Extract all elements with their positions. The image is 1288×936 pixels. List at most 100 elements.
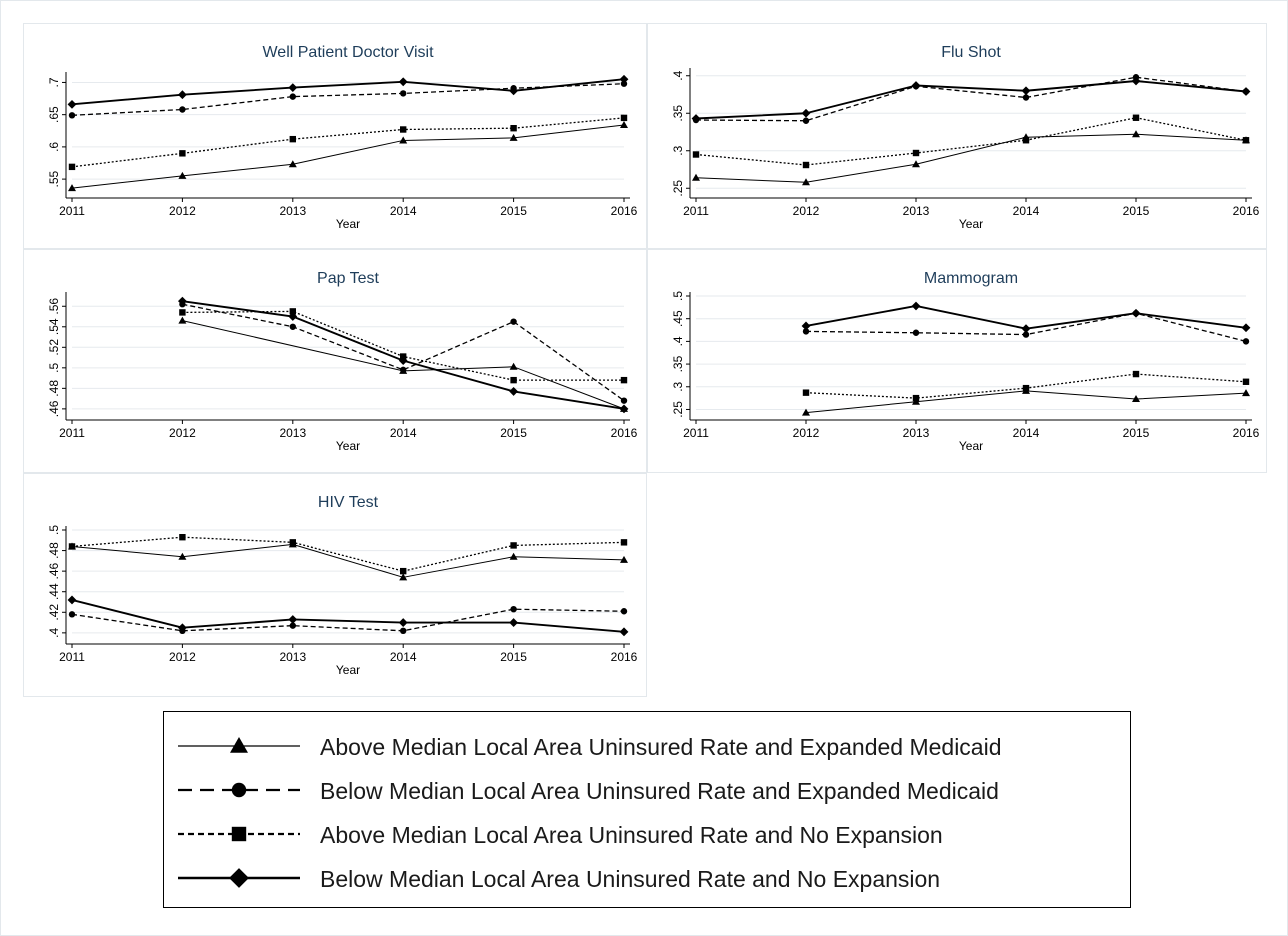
data-point-diamond <box>509 387 518 396</box>
legend: Above Median Local Area Uninsured Rate a… <box>163 711 1131 908</box>
x-tick-label: 2015 <box>1123 426 1150 440</box>
y-tick-label: .25 <box>671 180 685 197</box>
data-point-square <box>510 125 517 132</box>
series-square <box>68 534 628 575</box>
series-line <box>71 78 625 106</box>
data-point-triangle <box>230 737 248 753</box>
data-point-triangle <box>68 184 76 192</box>
data-point-triangle <box>802 408 810 416</box>
series-line <box>695 117 1247 166</box>
data-point-square <box>289 135 296 143</box>
data-point-square <box>68 543 76 550</box>
legend-label: Below Median Local Area Uninsured Rate a… <box>320 866 941 892</box>
chart-flu-shot: Flu Shot .25 .3 .35 .4 2011 2012 2013 2014 2015 20… <box>671 44 1260 231</box>
y-tick-label: .7 <box>47 77 61 87</box>
legend-label: Above Median Local Area Uninsured Rate a… <box>320 822 943 848</box>
y-tick-label: .3 <box>671 381 685 391</box>
legend-item: Below Median Local Area Uninsured Rate a… <box>164 772 1124 808</box>
x-tick-label: 2015 <box>500 650 527 664</box>
data-point-square <box>179 309 186 316</box>
series-line <box>71 117 625 168</box>
x-tick-label: 2015 <box>500 204 527 218</box>
data-point-square <box>620 376 628 384</box>
x-tick-label: 2013 <box>903 204 930 218</box>
y-tick-label: .56 <box>47 298 61 315</box>
series-line <box>695 76 1247 122</box>
chart-pap-test: Pap Test .46 .48 .5 .52 .54 .56 2011 2012 2013 201… <box>47 270 638 453</box>
series-circle <box>68 80 628 119</box>
y-tick-label: .52 <box>47 339 61 356</box>
data-point-circle <box>1242 338 1250 345</box>
legend-key-circle <box>178 782 300 798</box>
series-triangle <box>68 540 628 581</box>
series-diamond <box>67 74 629 109</box>
data-point-circle <box>510 318 517 325</box>
x-axis-title: Year <box>336 663 360 677</box>
series-line <box>71 124 625 189</box>
data-point-diamond <box>67 99 77 109</box>
y-tick-label: .35 <box>671 105 685 122</box>
data-point-square <box>68 163 76 171</box>
y-tick-label: .54 <box>47 318 61 335</box>
data-point-square <box>802 389 810 396</box>
data-point-square <box>289 539 296 546</box>
data-point-square <box>231 826 247 842</box>
data-point-diamond <box>178 90 187 100</box>
series-circle <box>68 606 628 634</box>
data-point-diamond <box>619 404 629 414</box>
y-tick-label: .46 <box>47 400 61 417</box>
data-point-circle <box>400 90 407 97</box>
data-point-diamond <box>229 868 249 888</box>
x-tick-label: 2016 <box>1233 426 1260 440</box>
data-point-triangle <box>802 178 810 186</box>
data-point-diamond <box>398 356 408 366</box>
y-tick-label: .3 <box>671 145 685 155</box>
x-tick-label: 2011 <box>683 426 709 440</box>
data-point-triangle <box>178 316 187 324</box>
data-point-circle <box>289 323 296 330</box>
data-point-diamond <box>801 108 811 118</box>
series-line <box>182 320 625 410</box>
data-point-diamond <box>1241 87 1251 96</box>
x-tick-label: 2012 <box>793 204 820 218</box>
y-tick-label: .42 <box>47 604 61 621</box>
data-point-triangle <box>509 362 518 370</box>
chart-title: Flu Shot <box>941 44 1001 61</box>
data-point-circle <box>620 397 628 404</box>
y-tick-label: .25 <box>671 401 685 418</box>
data-point-circle <box>620 80 628 87</box>
data-point-square <box>179 534 186 541</box>
data-point-circle <box>179 106 186 113</box>
data-point-diamond <box>911 301 921 311</box>
data-point-triangle <box>399 136 408 144</box>
x-tick-label: 2015 <box>500 426 527 440</box>
data-point-triangle <box>1242 389 1250 397</box>
data-point-square <box>912 394 920 402</box>
legend-label: Below Median Local Area Uninsured Rate a… <box>320 778 999 804</box>
data-point-circle <box>802 117 810 124</box>
data-point-diamond <box>288 83 298 92</box>
data-point-circle <box>1022 331 1030 338</box>
data-point-triangle <box>620 120 628 128</box>
data-point-square <box>1242 137 1250 144</box>
data-point-diamond <box>691 114 701 123</box>
y-tick-label: .48 <box>47 380 61 397</box>
data-point-diamond <box>1021 324 1031 334</box>
data-point-diamond <box>288 312 298 321</box>
series-diamond <box>691 76 1251 123</box>
data-point-square <box>802 161 810 169</box>
x-tick-label: 2013 <box>279 650 306 664</box>
data-point-circle <box>400 366 407 374</box>
y-tick-label: .4 <box>671 70 685 80</box>
legend-key-square <box>178 826 300 842</box>
x-tick-label: 2011 <box>59 650 85 664</box>
series-triangle <box>692 130 1250 186</box>
data-point-diamond <box>509 618 518 627</box>
data-point-circle <box>289 93 296 100</box>
data-point-circle <box>231 782 247 798</box>
x-tick-label: 2012 <box>169 204 196 218</box>
y-tick-label: .4 <box>47 628 61 638</box>
x-tick-label: 2014 <box>390 650 417 664</box>
data-point-diamond <box>801 321 811 331</box>
